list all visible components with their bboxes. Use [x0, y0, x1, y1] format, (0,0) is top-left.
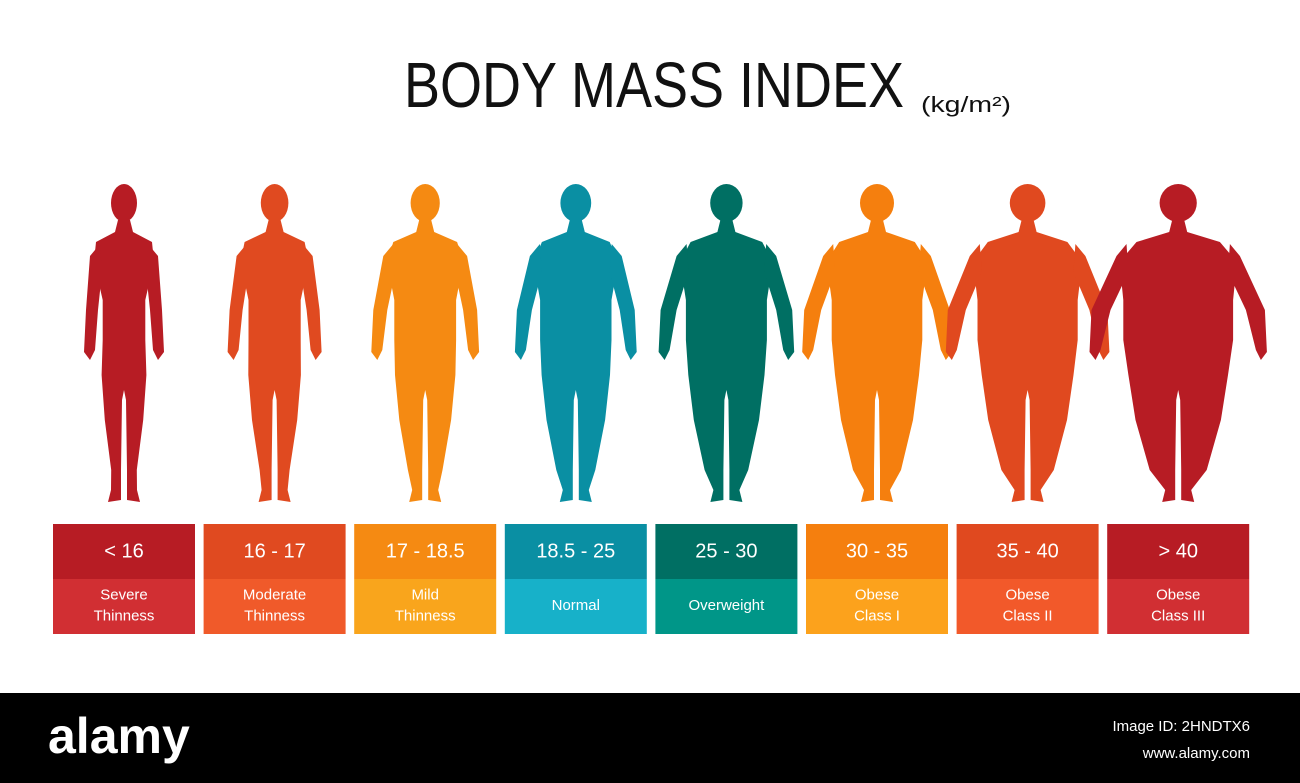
range-box	[354, 524, 497, 579]
range-text: 35 - 40	[996, 540, 1058, 562]
figure-head	[410, 184, 440, 222]
range-text: 16 - 17	[243, 540, 305, 562]
figure-arm	[300, 244, 322, 360]
category-label: Class I	[854, 607, 900, 624]
figure-body	[680, 220, 773, 502]
category-label: Mild	[411, 586, 439, 603]
category-label: Thinness	[94, 607, 155, 624]
range-text: < 16	[104, 540, 143, 562]
category-label: Obese	[855, 586, 899, 603]
range-box	[655, 524, 798, 579]
figure-head	[710, 184, 743, 222]
category-label: Obese	[1005, 586, 1049, 603]
label-box	[1107, 579, 1250, 634]
figure-head	[260, 184, 289, 222]
figure-arm	[1089, 244, 1129, 360]
figure-arm	[945, 244, 982, 360]
range-box	[203, 524, 346, 579]
footer-band	[0, 693, 1300, 783]
label-box	[354, 579, 497, 634]
range-box	[53, 524, 195, 579]
range-text: > 40	[1158, 540, 1197, 562]
figure-body	[240, 220, 309, 502]
figure-arm	[146, 244, 164, 360]
figure-head	[111, 184, 137, 222]
label-box	[956, 579, 1099, 634]
figure-arm	[1227, 244, 1267, 360]
figure-arm	[455, 244, 480, 360]
range-text: 18.5 - 25	[536, 540, 615, 562]
figure-arm	[371, 244, 396, 360]
range-text: 30 - 35	[846, 540, 908, 562]
category-label: Thinness	[244, 607, 305, 624]
figure-arm	[227, 244, 249, 360]
label-box	[504, 579, 647, 634]
unit: (kg/m²)	[921, 92, 1011, 117]
category-label: Thinness	[395, 607, 456, 624]
label-box	[53, 579, 195, 634]
brand: alamy	[48, 708, 190, 764]
figure-arm	[609, 244, 637, 360]
category-label: Class II	[1003, 607, 1053, 624]
label-box	[203, 579, 346, 634]
figure-body	[973, 220, 1083, 502]
range-text: 25 - 30	[695, 540, 757, 562]
image-id: Image ID: 2HNDTX6	[1112, 718, 1250, 735]
category-label: Overweight	[688, 597, 765, 614]
figure-body	[826, 220, 928, 502]
category-label: Obese	[1156, 586, 1200, 603]
figure-head	[560, 184, 592, 222]
range-box	[1107, 524, 1250, 579]
label-box	[655, 579, 798, 634]
figure-arm	[658, 244, 689, 360]
title: BODY MASS INDEX	[404, 49, 904, 121]
range-box	[956, 524, 1099, 579]
category-label: Severe	[100, 586, 148, 603]
figure-arm	[84, 244, 102, 360]
range-box	[806, 524, 948, 579]
figure-head	[1009, 184, 1046, 222]
figure-arm	[918, 244, 952, 360]
figure-head	[1159, 184, 1197, 222]
figure-arm	[764, 244, 795, 360]
url: www.alamy.com	[1142, 745, 1250, 762]
figure-body	[1119, 220, 1237, 502]
figure-body	[533, 220, 619, 502]
category-label: Class III	[1151, 607, 1205, 624]
figure-head	[860, 184, 894, 222]
figure-arm	[514, 244, 542, 360]
figure-body	[387, 220, 464, 502]
category-label: Normal	[552, 597, 600, 614]
range-text: 17 - 18.5	[386, 540, 465, 562]
category-label: Moderate	[243, 586, 306, 603]
figure-body	[94, 220, 154, 502]
figure-arm	[802, 244, 836, 360]
label-box	[806, 579, 948, 634]
range-box	[504, 524, 647, 579]
